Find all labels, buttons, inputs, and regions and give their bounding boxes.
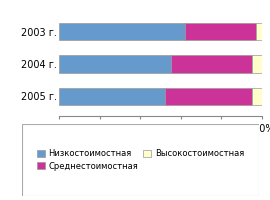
Bar [59,88,165,105]
Bar [59,55,171,73]
Bar [256,23,262,40]
Bar [171,55,252,73]
Bar [252,55,262,73]
Bar [185,23,256,40]
Legend: Низкостоимостная, Среднестоимостная, Высокостоимостная: Низкостоимостная, Среднестоимостная, Выс… [34,147,247,173]
FancyBboxPatch shape [22,124,259,196]
Bar [59,23,185,40]
Bar [165,88,252,105]
Bar [252,88,262,105]
